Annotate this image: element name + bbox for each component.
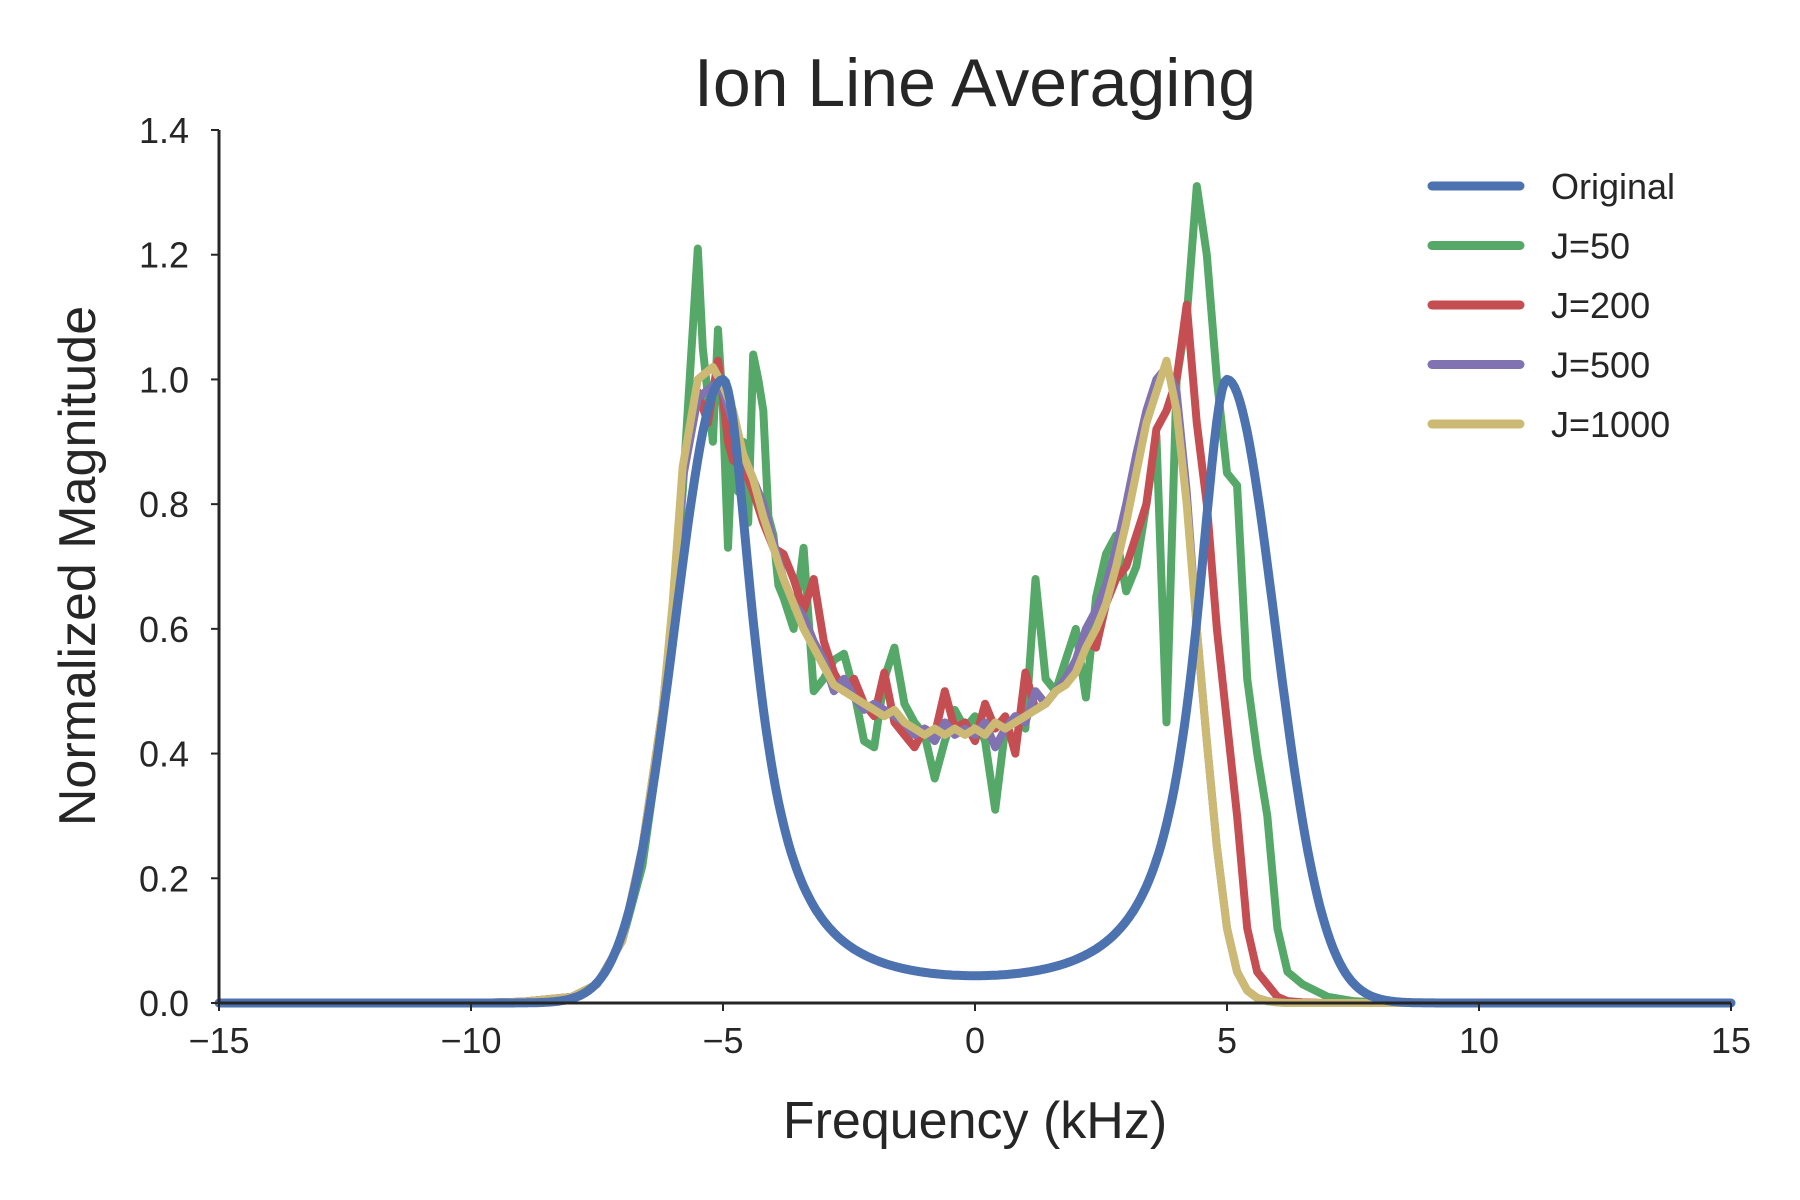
x-axis-label: Frequency (kHz) [783, 1092, 1167, 1150]
series-line-j1000 [215, 356, 1735, 1007]
legend-label-j200: J=200 [1551, 285, 1650, 326]
legend-label-j1000: J=1000 [1551, 404, 1670, 445]
series-line-j500 [215, 363, 1735, 1007]
y-tick-label: 0.6 [139, 609, 189, 650]
legend-label-j500: J=500 [1551, 345, 1650, 386]
legend: Original J=50 J=200 J=500 J=1000 [1427, 166, 1675, 445]
x-tick-label: −15 [188, 1020, 249, 1061]
x-tick-label: 5 [1217, 1020, 1237, 1061]
legend-label-j50: J=50 [1551, 226, 1630, 267]
series-line-j200 [215, 300, 1735, 1007]
y-tick-label: 1.4 [139, 110, 189, 151]
legend-label-original: Original [1551, 166, 1675, 207]
ticks-layer: −15 −10 −5 0 5 10 15 0.0 0.2 0.4 0.6 0.8 1.0 1.2 1.4 [139, 110, 1751, 1061]
y-axis-label: Normalized Magnitude [49, 306, 107, 826]
y-tick-label: 1.0 [139, 359, 189, 400]
x-tick-label: 0 [965, 1020, 985, 1061]
series-line-original [214, 374, 1736, 1008]
y-tick-label: 0.2 [139, 858, 189, 899]
y-tick-label: 0.4 [139, 734, 189, 775]
x-tick-label: −5 [702, 1020, 743, 1061]
y-tick-label: 0.8 [139, 484, 189, 525]
x-tick-label: 15 [1711, 1020, 1751, 1061]
y-tick-label: 1.2 [139, 235, 189, 276]
y-tick-label: 0.0 [139, 983, 189, 1024]
x-tick-label: −10 [440, 1020, 501, 1061]
x-tick-label: 10 [1459, 1020, 1499, 1061]
chart-title: Ion Line Averaging [694, 45, 1256, 121]
